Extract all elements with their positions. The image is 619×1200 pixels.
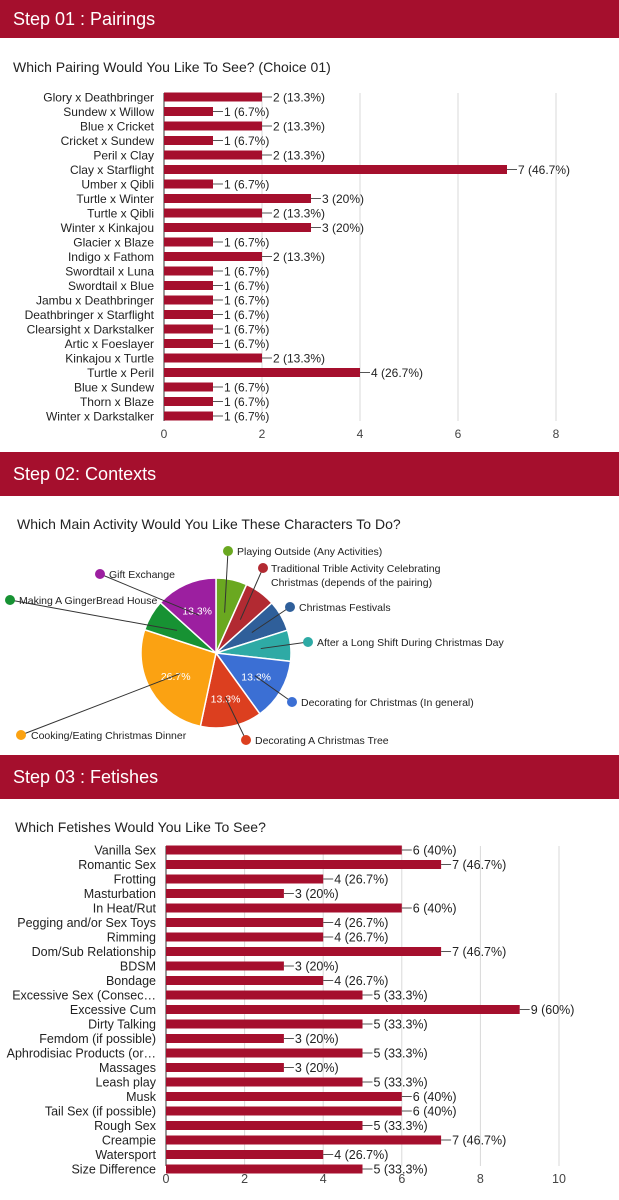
bar (166, 1063, 284, 1072)
category-label: Leash play (96, 1076, 157, 1090)
category-label: Frotting (114, 873, 156, 887)
bar (166, 976, 323, 985)
category-label: Aphrodisiac Products (or… (7, 1047, 156, 1061)
bar (166, 947, 441, 956)
data-label: 3 (20%) (295, 1061, 339, 1075)
category-label: Pegging and/or Sex Toys (17, 916, 156, 930)
bar (166, 933, 323, 942)
bar (166, 846, 402, 855)
data-label: 3 (20%) (295, 887, 339, 901)
bar (166, 1136, 441, 1145)
bar (166, 1078, 363, 1087)
category-label: Rough Sex (94, 1119, 157, 1133)
category-label: Excessive Cum (70, 1003, 156, 1017)
category-label: Size Difference (71, 1163, 156, 1177)
bar (166, 875, 323, 884)
data-label: 4 (26.7%) (334, 931, 388, 945)
bar (166, 991, 363, 1000)
data-label: 6 (40%) (413, 844, 457, 858)
category-label: In Heat/Rut (93, 902, 157, 916)
category-label: Dom/Sub Relationship (32, 945, 156, 959)
bar (166, 1092, 402, 1101)
bar (166, 904, 402, 913)
bar (166, 962, 284, 971)
x-tick-label: 2 (241, 1172, 248, 1186)
data-label: 4 (26.7%) (334, 916, 388, 930)
bar (166, 1020, 363, 1029)
data-label: 4 (26.7%) (334, 974, 388, 988)
data-label: 4 (26.7%) (334, 1148, 388, 1162)
data-label: 6 (40%) (413, 1090, 457, 1104)
bar (166, 889, 284, 898)
data-label: 5 (33.3%) (374, 1163, 428, 1177)
category-label: Dirty Talking (88, 1018, 156, 1032)
data-label: 4 (26.7%) (334, 873, 388, 887)
data-label: 7 (46.7%) (452, 858, 506, 872)
category-label: Masturbation (84, 887, 156, 901)
bar (166, 1165, 363, 1174)
data-label: 5 (33.3%) (374, 989, 428, 1003)
bar (166, 860, 441, 869)
data-label: 5 (33.3%) (374, 1047, 428, 1061)
category-label: Massages (99, 1061, 156, 1075)
category-label: Rimming (107, 931, 156, 945)
x-tick-label: 4 (320, 1172, 327, 1186)
category-label: Femdom (if possible) (39, 1032, 156, 1046)
bar (166, 1121, 363, 1130)
x-tick-label: 10 (552, 1172, 566, 1186)
category-label: BDSM (120, 960, 156, 974)
bar (166, 918, 323, 927)
data-label: 3 (20%) (295, 1032, 339, 1046)
data-label: 5 (33.3%) (374, 1076, 428, 1090)
bar (166, 1150, 323, 1159)
category-label: Tail Sex (if possible) (45, 1105, 156, 1119)
data-label: 6 (40%) (413, 902, 457, 916)
x-tick-label: 8 (477, 1172, 484, 1186)
bar (166, 1107, 402, 1116)
category-label: Bondage (106, 974, 156, 988)
bar (166, 1005, 520, 1014)
data-label: 7 (46.7%) (452, 945, 506, 959)
x-tick-label: 0 (163, 1172, 170, 1186)
data-label: 3 (20%) (295, 960, 339, 974)
category-label: Romantic Sex (78, 858, 157, 872)
category-label: Excessive Sex (Consec… (12, 989, 156, 1003)
data-label: 7 (46.7%) (452, 1134, 506, 1148)
data-label: 5 (33.3%) (374, 1119, 428, 1133)
category-label: Watersport (95, 1148, 156, 1162)
bar (166, 1034, 284, 1043)
data-label: 5 (33.3%) (374, 1018, 428, 1032)
data-label: 6 (40%) (413, 1105, 457, 1119)
bar (166, 1049, 363, 1058)
data-label: 9 (60%) (531, 1003, 575, 1017)
category-label: Creampie (102, 1134, 156, 1148)
category-label: Vanilla Sex (94, 844, 156, 858)
category-label: Musk (126, 1090, 157, 1104)
